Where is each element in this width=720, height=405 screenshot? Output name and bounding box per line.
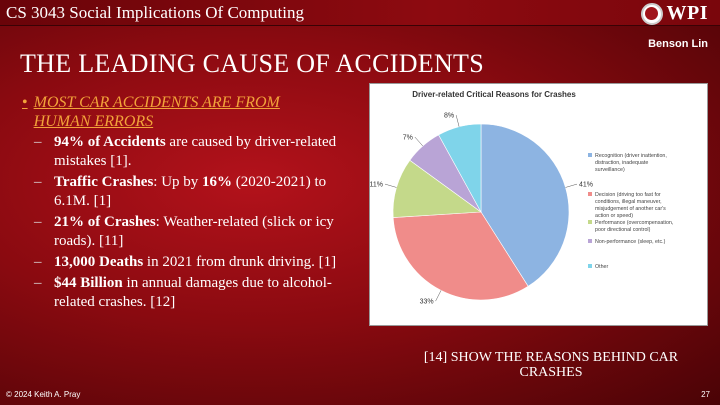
data-label: 41% <box>579 182 593 189</box>
page-number: 27 <box>701 390 710 399</box>
chart-title: Driver-related Critical Reasons for Cras… <box>412 90 576 99</box>
slide-content: • MOST CAR ACCIDENTS ARE FROM HUMAN ERRO… <box>22 93 360 314</box>
top-bar: CS 3043 Social Implications Of Computing… <box>0 0 720 26</box>
data-label: 33% <box>420 299 434 306</box>
copyright: © 2024 Keith A. Pray <box>6 390 81 399</box>
legend-swatch <box>588 264 592 268</box>
legend-entry: Other <box>595 264 608 270</box>
list-item: – 21% of Crashes: Weather-related (slick… <box>34 214 334 249</box>
dash-icon: – <box>34 174 42 190</box>
wpi-logo-text: WPI <box>666 2 708 24</box>
list-item: – 94% of Accidents are caused by driver-… <box>34 134 337 169</box>
data-label: 7% <box>403 134 413 141</box>
data-label: 11% <box>370 182 383 189</box>
sub-bullet-list: – 94% of Accidents are caused by driver-… <box>34 133 360 312</box>
course-title: CS 3043 Social Implications Of Computing <box>6 3 304 22</box>
list-item: – 13,000 Deaths in 2021 from drunk drivi… <box>34 254 337 270</box>
legend-swatch <box>588 192 592 196</box>
bullet-heading: • MOST CAR ACCIDENTS ARE FROM HUMAN ERRO… <box>22 93 360 131</box>
bullet-heading-line1: MOST CAR ACCIDENTS ARE FROM <box>33 94 280 111</box>
legend-swatch <box>588 220 592 224</box>
wpi-seal-icon <box>640 2 663 25</box>
leader-line <box>384 183 397 188</box>
list-item: – Traffic Crashes: Up by 16% (2020-2021)… <box>34 174 327 209</box>
legend-swatch <box>588 153 592 157</box>
legend-swatch <box>588 239 592 243</box>
pie-slice <box>438 123 482 213</box>
wpi-logo: WPI <box>640 2 709 25</box>
list-item: – $44 Billion in annual damages due to a… <box>34 275 332 310</box>
legend-entry: Recognition (driver inattention, distract… <box>595 153 667 173</box>
leader-line <box>455 115 460 127</box>
legend-entry: Performance (overcompensation, poor direc… <box>595 220 673 233</box>
data-label: 8% <box>444 113 454 120</box>
leader-line <box>414 136 423 147</box>
dash-icon: – <box>34 134 42 150</box>
pie-chart: Driver-related Critical Reasons for Cras… <box>369 90 673 306</box>
legend-entry: Non-performance (sleep, etc.) <box>595 239 666 245</box>
bullet-heading-line2: HUMAN ERRORS <box>33 113 154 130</box>
author-name: Benson Lin <box>648 38 708 50</box>
pie-slice <box>480 123 570 287</box>
leader-line <box>565 183 578 188</box>
dash-icon: – <box>34 254 42 270</box>
bullet-icon: • <box>22 94 28 111</box>
dash-icon: – <box>34 214 42 230</box>
dash-icon: – <box>34 275 42 291</box>
chart-caption: [14] SHOW THE REASONS BEHIND CAR CRASHES <box>423 350 679 380</box>
leader-line <box>435 290 442 302</box>
slide-title: THE LEADING CAUSE OF ACCIDENTS <box>20 49 484 78</box>
legend-entry: Decision (driving too fast for conditions… <box>595 192 666 219</box>
pie-chart-panel: Driver-related Critical Reasons for Cras… <box>369 83 708 326</box>
